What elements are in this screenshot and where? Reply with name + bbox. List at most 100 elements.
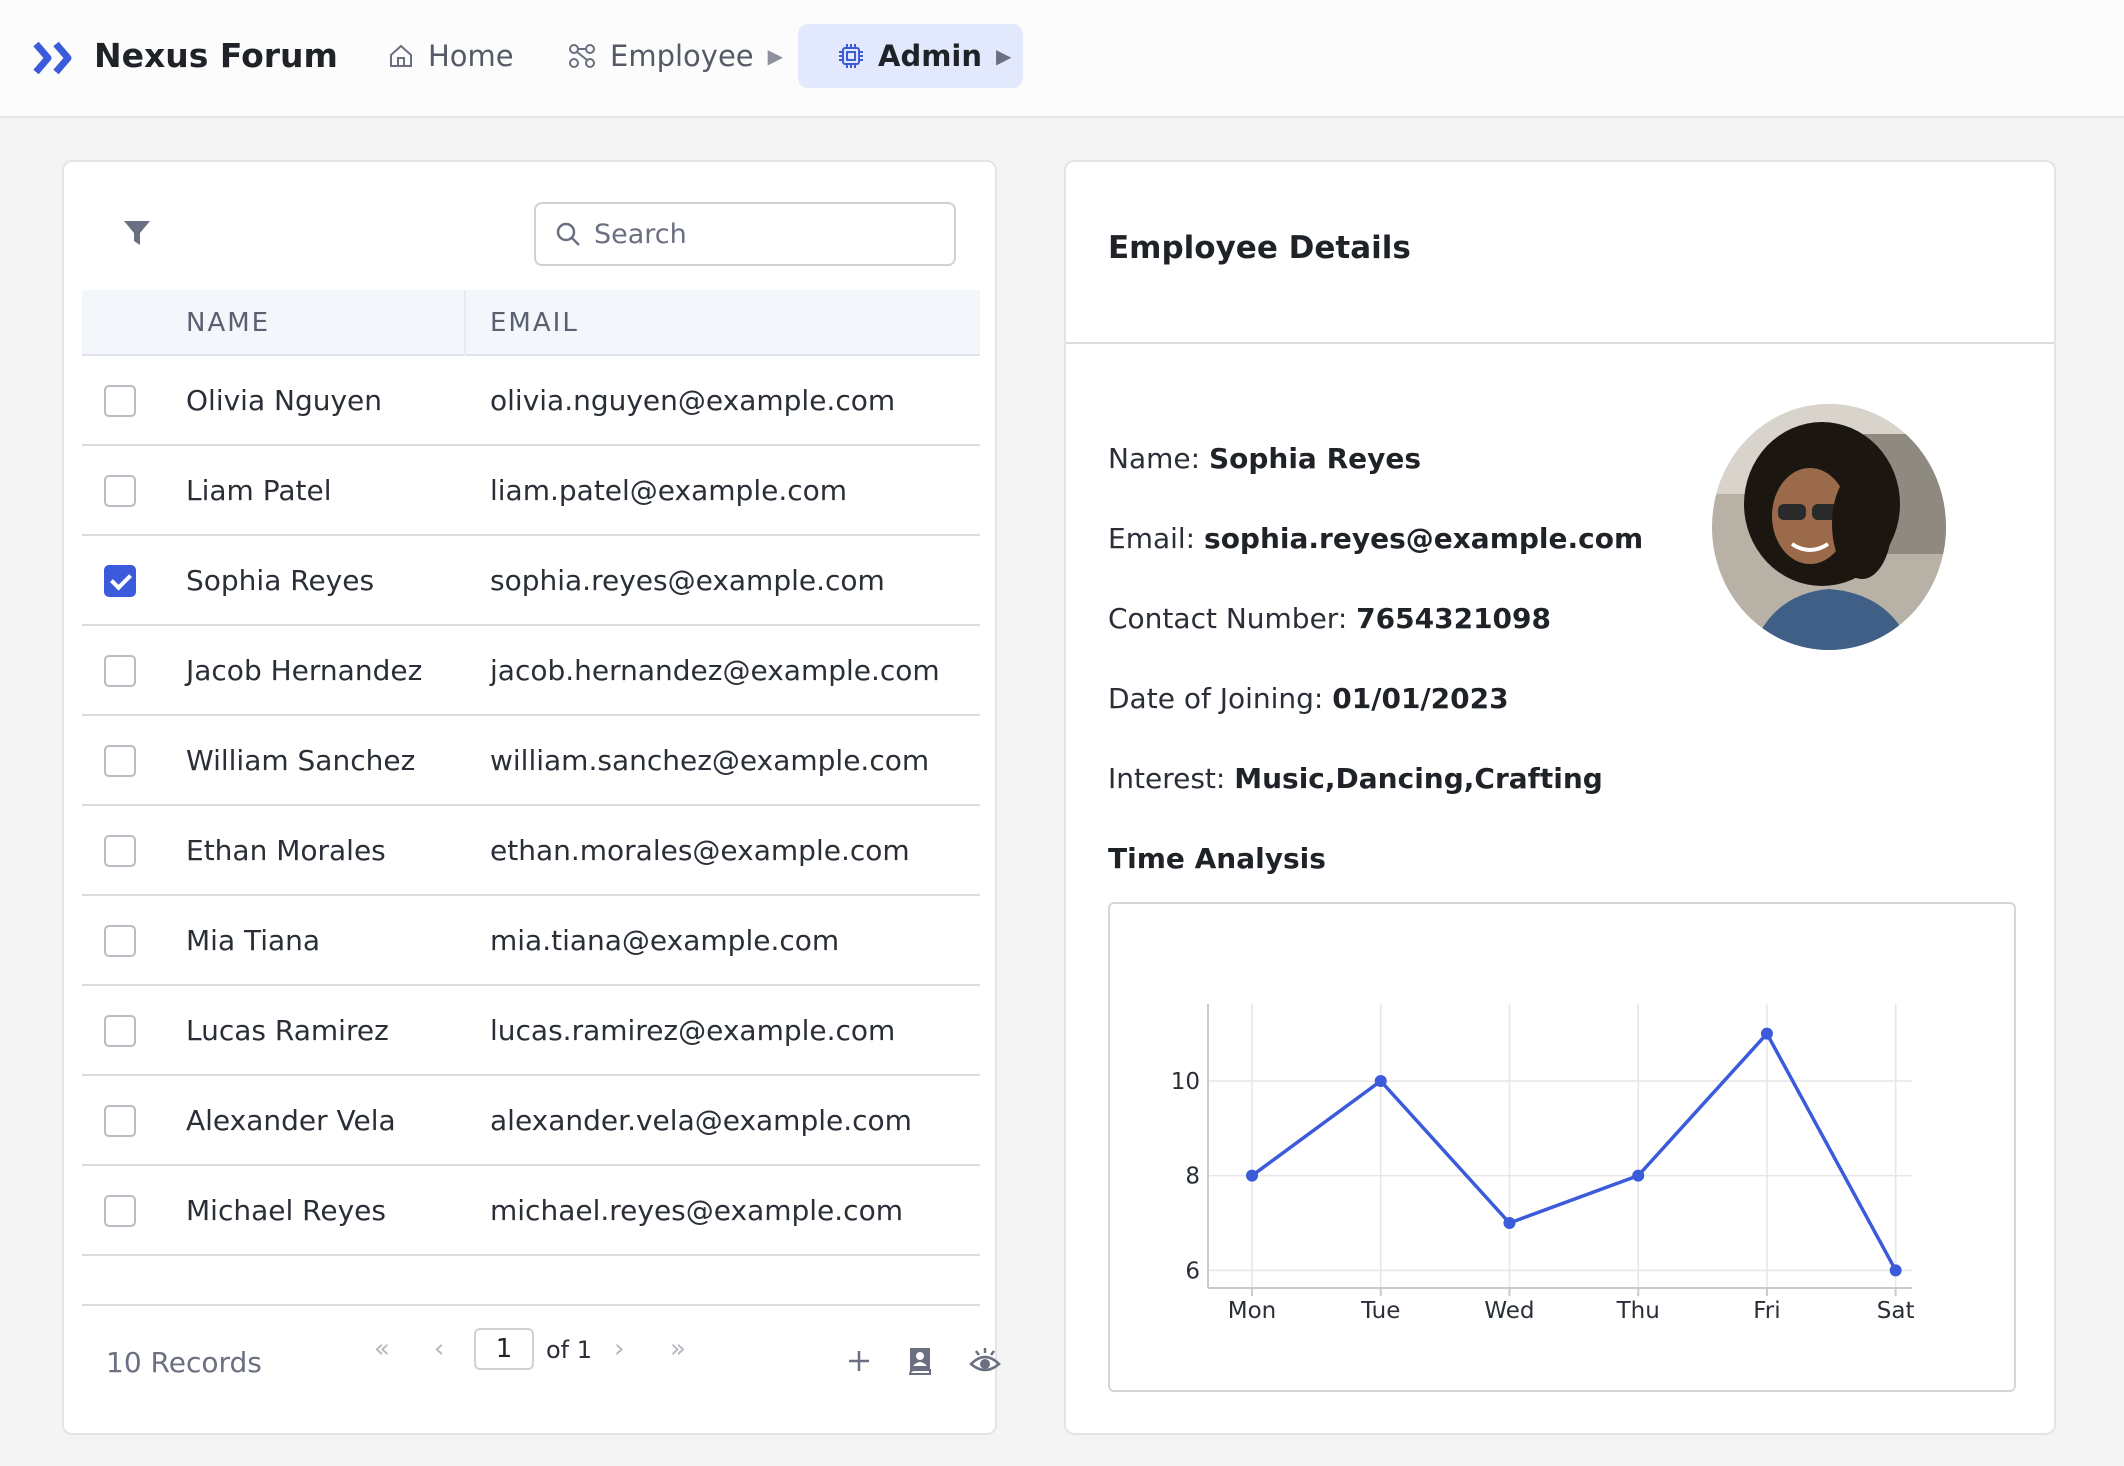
chip-icon <box>839 44 863 68</box>
data-point <box>1246 1169 1258 1182</box>
row-email: sophia.reyes@example.com <box>490 564 885 597</box>
next-page-button[interactable]: › <box>614 1334 625 1364</box>
avatar <box>1712 404 1946 650</box>
row-email: olivia.nguyen@example.com <box>490 384 896 417</box>
eye-icon[interactable] <box>968 1344 1002 1378</box>
y-tick-label: 10 <box>1171 1069 1200 1095</box>
detail-date-label: Date of Joining: <box>1108 682 1324 715</box>
filter-icon[interactable] <box>122 218 152 248</box>
row-checkbox[interactable] <box>104 835 136 867</box>
data-point <box>1374 1075 1387 1087</box>
table-row[interactable]: Lucas Ramirez lucas.ramirez@example.com <box>82 986 980 1076</box>
row-name: Jacob Hernandez <box>186 654 423 687</box>
x-tick-label: Sat <box>1877 1298 1915 1324</box>
column-divider <box>464 290 466 356</box>
row-checkbox[interactable] <box>104 1105 136 1137</box>
caret-right-icon: ▶ <box>996 44 1012 68</box>
detail-contact-value: 7654321098 <box>1356 602 1551 635</box>
row-checkbox[interactable] <box>104 925 136 957</box>
table-row[interactable]: Olivia Nguyen olivia.nguyen@example.com <box>82 356 980 446</box>
divider <box>1066 342 2054 344</box>
column-header-name[interactable]: NAME <box>186 308 271 338</box>
row-name: Olivia Nguyen <box>186 384 383 417</box>
column-header-email[interactable]: EMAIL <box>490 308 579 338</box>
detail-name: Name: Sophia Reyes <box>1108 442 1421 475</box>
row-name: Mia Tiana <box>186 924 321 957</box>
table-footer: 10 Records « ‹ of 1 › » <box>82 1304 1001 1414</box>
details-title: Employee Details <box>1108 230 1411 266</box>
nav-home-label: Home <box>428 39 514 73</box>
detail-email-value: sophia.reyes@example.com <box>1204 522 1644 555</box>
x-tick-label: Thu <box>1616 1298 1660 1324</box>
last-page-button[interactable]: » <box>670 1334 686 1364</box>
table-row[interactable]: Jacob Hernandez jacob.hernandez@example.… <box>82 626 980 716</box>
data-point <box>1889 1264 1902 1277</box>
row-email: mia.tiana@example.com <box>490 924 840 957</box>
detail-date-value: 01/01/2023 <box>1332 682 1509 715</box>
x-tick-label: Wed <box>1484 1298 1534 1324</box>
nav-admin[interactable]: Admin ▶ <box>798 24 1023 88</box>
table-row[interactable]: Mia Tiana mia.tiana@example.com <box>82 896 980 986</box>
detail-contact: Contact Number: 7654321098 <box>1108 602 1551 635</box>
prev-page-button[interactable]: ‹ <box>434 1334 445 1364</box>
nav-home[interactable]: Home <box>388 24 514 88</box>
search-box <box>534 202 956 266</box>
row-name: William Sanchez <box>186 744 416 777</box>
row-checkbox[interactable] <box>104 745 136 777</box>
x-tick-label: Tue <box>1360 1298 1400 1324</box>
table-row[interactable]: William Sanchez william.sanchez@example.… <box>82 716 980 806</box>
row-checkbox[interactable] <box>104 565 136 597</box>
row-email: ethan.morales@example.com <box>490 834 910 867</box>
row-checkbox[interactable] <box>104 385 136 417</box>
detail-name-label: Name: <box>1108 442 1201 475</box>
data-point <box>1632 1169 1645 1182</box>
top-navbar: Nexus Forum Home Employee ▶ Admin ▶ <box>0 0 2124 118</box>
detail-email-label: Email: <box>1108 522 1196 555</box>
row-checkbox[interactable] <box>104 655 136 687</box>
home-icon <box>390 44 412 67</box>
nav-employee[interactable]: Employee ▶ <box>568 24 783 88</box>
table-row[interactable]: Liam Patel liam.patel@example.com <box>82 446 980 536</box>
row-checkbox[interactable] <box>104 1195 136 1227</box>
row-checkbox[interactable] <box>104 1015 136 1047</box>
time-analysis-title: Time Analysis <box>1108 842 1326 875</box>
row-name: Sophia Reyes <box>186 564 375 597</box>
app-title: Nexus Forum <box>94 36 338 75</box>
row-email: alexander.vela@example.com <box>490 1104 912 1137</box>
line-chart: 6 8 10 Mon Tue Wed Thu Fri Sat <box>1171 1004 1915 1324</box>
detail-email: Email: sophia.reyes@example.com <box>1108 522 1643 555</box>
row-name: Alexander Vela <box>186 1104 396 1137</box>
page-number-input[interactable] <box>474 1328 534 1370</box>
x-tick-label: Mon <box>1228 1298 1277 1324</box>
table-row[interactable]: Sophia Reyes sophia.reyes@example.com <box>82 536 980 626</box>
detail-interest: Interest: Music,Dancing,Crafting <box>1108 762 1603 795</box>
row-email: lucas.ramirez@example.com <box>490 1014 896 1047</box>
row-name: Liam Patel <box>186 474 332 507</box>
detail-contact-label: Contact Number: <box>1108 602 1348 635</box>
search-input[interactable] <box>594 218 924 250</box>
nav-employee-label: Employee <box>610 39 754 73</box>
table-header: NAME EMAIL <box>82 290 980 356</box>
row-checkbox[interactable] <box>104 475 136 507</box>
data-point <box>1503 1217 1516 1229</box>
row-name: Ethan Morales <box>186 834 386 867</box>
row-email: jacob.hernandez@example.com <box>490 654 940 687</box>
detail-interest-label: Interest: <box>1108 762 1226 795</box>
table-row[interactable]: Alexander Vela alexander.vela@example.co… <box>82 1076 980 1166</box>
table-row[interactable]: Ethan Morales ethan.morales@example.com <box>82 806 980 896</box>
y-tick-label: 6 <box>1185 1258 1200 1284</box>
table-row[interactable]: Michael Reyes michael.reyes@example.com <box>82 1166 980 1256</box>
detail-interest-value: Music,Dancing,Crafting <box>1234 762 1603 795</box>
employee-details-card: Employee Details Name: Sophia Reyes Emai… <box>1064 160 2056 1435</box>
row-email: liam.patel@example.com <box>490 474 848 507</box>
first-page-button[interactable]: « <box>374 1334 390 1364</box>
employee-table-card: NAME EMAIL Olivia Nguyen olivia.nguyen@e… <box>62 160 1001 1435</box>
row-name: Lucas Ramirez <box>186 1014 389 1047</box>
row-email: michael.reyes@example.com <box>490 1194 903 1227</box>
nav-admin-label: Admin <box>878 39 983 73</box>
page-total: of 1 <box>546 1336 593 1364</box>
data-point <box>1760 1027 1773 1040</box>
contact-book-icon[interactable] <box>904 1344 938 1378</box>
time-analysis-chart: 6 8 10 Mon Tue Wed Thu Fri Sat <box>1108 902 2016 1392</box>
add-icon[interactable] <box>842 1344 876 1378</box>
